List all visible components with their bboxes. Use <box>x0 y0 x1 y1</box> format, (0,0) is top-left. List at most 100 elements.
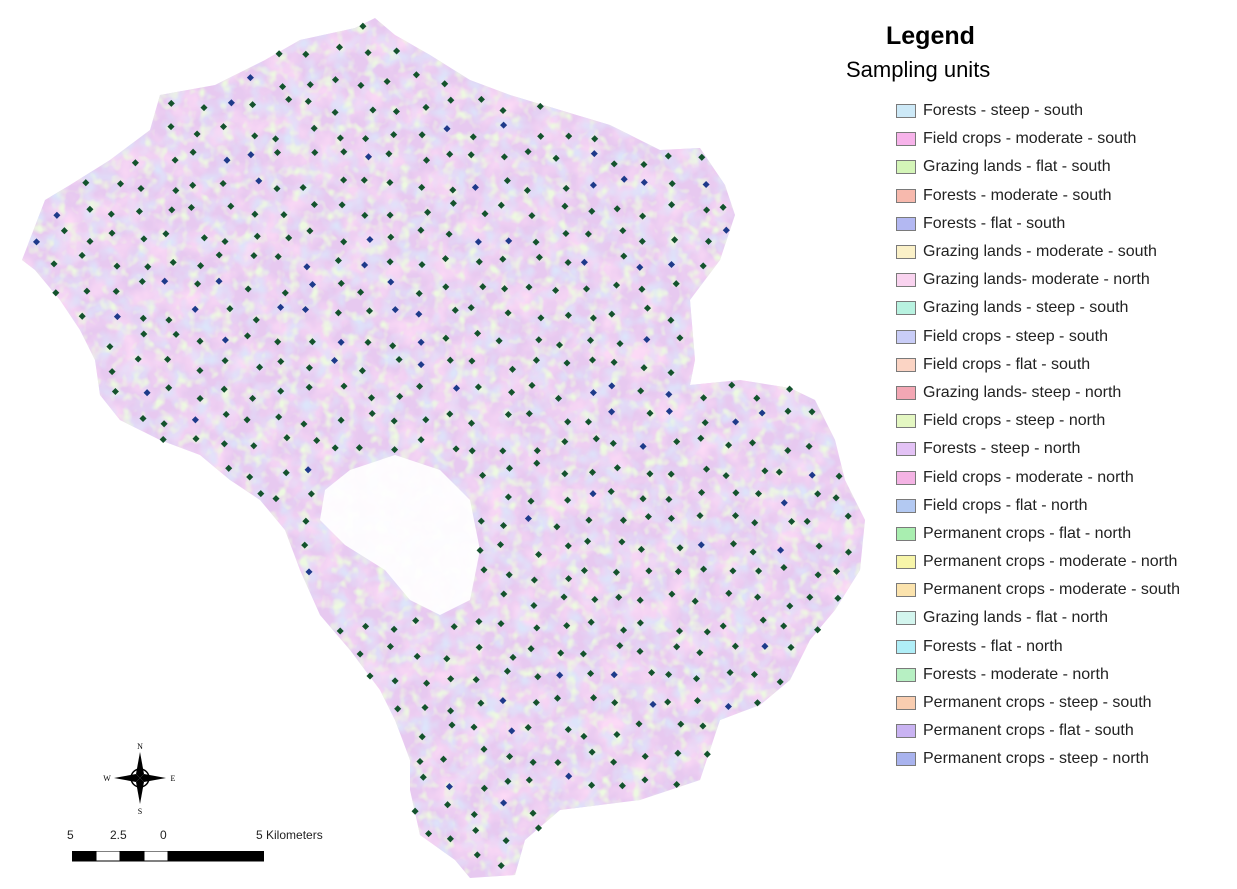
sampling-point <box>506 752 514 761</box>
sampling-point <box>803 517 811 525</box>
sampling-point <box>616 340 624 348</box>
sampling-point <box>277 387 285 395</box>
sampling-point <box>585 516 593 524</box>
scale-bar: 5 2.5 0 5 Kilometers <box>60 828 350 868</box>
compass-north-point <box>136 752 144 778</box>
legend-item: Field crops - steep - south <box>896 323 1231 351</box>
sampling-point <box>107 210 115 218</box>
sampling-point <box>386 211 394 219</box>
sampling-point <box>272 495 280 503</box>
sampling-point <box>564 311 572 319</box>
sampling-point <box>475 643 483 651</box>
legend-item: Field crops - flat - south <box>896 351 1231 379</box>
sampling-point <box>805 442 813 450</box>
sampling-point <box>52 289 60 297</box>
legend-label: Permanent crops - flat - south <box>923 722 1134 740</box>
legend-item: Permanent crops - steep - south <box>896 689 1231 717</box>
sampling-point <box>193 130 201 138</box>
sampling-point <box>143 389 151 397</box>
legend-title: Legend <box>886 22 975 50</box>
sampling-point <box>753 699 762 707</box>
sampling-point <box>364 49 372 57</box>
sampling-point <box>472 826 480 834</box>
sampling-point <box>308 280 317 289</box>
sampling-point <box>169 258 177 266</box>
legend-item: Grazing lands - moderate - south <box>896 238 1231 266</box>
compass-east-point <box>140 774 166 782</box>
sampling-point <box>724 702 732 711</box>
sampling-point <box>641 776 649 784</box>
sampling-point <box>527 645 535 653</box>
legend-label: Field crops - flat - north <box>923 496 1088 514</box>
legend-label: Forests - flat - south <box>923 214 1066 232</box>
sampling-point <box>172 330 180 338</box>
sampling-point <box>610 160 618 168</box>
sampling-point <box>703 628 711 636</box>
sampling-point <box>814 490 822 498</box>
sampling-point <box>562 184 570 192</box>
sampling-point <box>144 263 152 271</box>
sampling-point <box>167 99 175 107</box>
sampling-point <box>164 355 172 363</box>
sampling-point <box>337 338 345 346</box>
legend-item: Forests - flat - north <box>896 633 1231 661</box>
sampling-point <box>637 545 645 553</box>
sampling-point <box>701 419 709 427</box>
sampling-point <box>555 341 564 349</box>
sampling-point <box>446 410 454 418</box>
sampling-point <box>275 413 283 421</box>
legend-subtitle: Sampling units <box>846 57 991 82</box>
sampling-point <box>589 181 597 189</box>
sampling-point <box>564 542 572 550</box>
sampling-point <box>137 184 145 193</box>
sampling-point <box>610 671 618 679</box>
legend-item: Grazing lands - steep - south <box>896 294 1231 322</box>
sampling-point <box>446 150 454 158</box>
legend-swatch <box>896 301 916 316</box>
sampling-point <box>753 394 761 402</box>
legend-swatch <box>896 470 916 485</box>
sampling-point <box>364 153 373 161</box>
sampling-point <box>359 22 367 30</box>
sampling-point <box>610 758 618 766</box>
sampling-point <box>731 642 739 650</box>
sampling-point <box>588 207 596 215</box>
sampling-point <box>565 772 573 780</box>
sampling-point <box>588 468 597 476</box>
sampling-point <box>703 206 711 214</box>
sampling-point <box>815 542 823 550</box>
sampling-point <box>252 316 260 324</box>
sampling-point <box>390 417 398 425</box>
sampling-point <box>586 336 595 344</box>
sampling-point <box>305 383 313 391</box>
sampling-point <box>780 499 788 507</box>
legend-label: Forests - steep - north <box>923 440 1081 458</box>
sampling-point <box>508 365 517 373</box>
sampling-point <box>369 106 377 114</box>
sampling-point <box>391 306 399 314</box>
sampling-point <box>479 283 487 291</box>
sampling-point <box>535 550 543 559</box>
sampling-point <box>285 234 293 242</box>
sampling-point <box>131 159 139 167</box>
sampling-point <box>524 148 532 156</box>
sampling-point <box>580 566 588 575</box>
sampling-point <box>613 205 621 213</box>
sampling-point <box>395 355 403 364</box>
sampling-point <box>196 394 204 403</box>
sampling-point <box>337 416 345 424</box>
sampling-point <box>554 758 562 767</box>
sampling-point <box>251 210 259 218</box>
legend-swatch <box>896 132 916 147</box>
scale-bar-graphic <box>72 851 264 862</box>
legend-label: Grazing lands - flat - north <box>923 609 1108 627</box>
sampling-point <box>693 697 702 705</box>
sampling-point <box>761 642 769 650</box>
legend-swatch <box>896 414 916 429</box>
sampling-point <box>564 496 572 504</box>
sampling-point <box>340 382 348 390</box>
sampling-point <box>106 343 114 351</box>
sampling-point <box>422 416 430 424</box>
sampling-point <box>481 210 489 218</box>
sampling-point <box>467 304 475 312</box>
